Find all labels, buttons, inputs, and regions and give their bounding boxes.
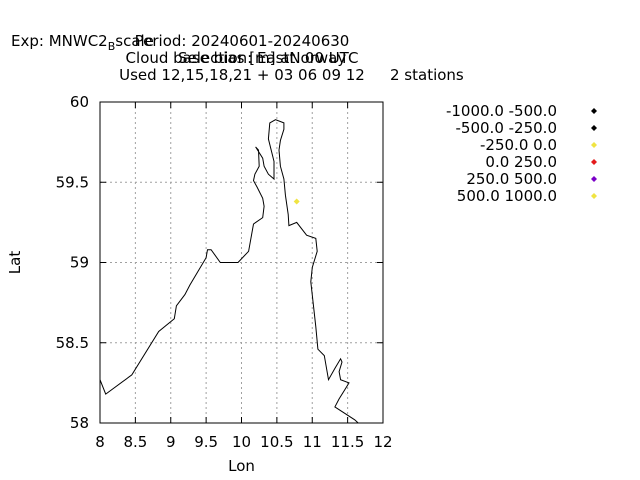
- legend-label: -1000.0 -500.0: [446, 102, 557, 120]
- data-points: [293, 198, 300, 205]
- legend-label: 500.0 1000.0: [457, 187, 557, 205]
- stations-label: 2 stations: [390, 66, 464, 84]
- grid-lines: [100, 102, 383, 423]
- period-label: Period: 20240601-20240630: [134, 32, 350, 50]
- legend-label: 250.0 500.0: [466, 170, 557, 188]
- x-tick-label: 12: [373, 433, 392, 451]
- exp-label: Exp: MNWC2Bscale: [11, 32, 154, 54]
- x-tick-label: 8: [95, 433, 105, 451]
- y-tick-label: 58.5: [56, 334, 89, 352]
- x-tick-label: 11.5: [331, 433, 364, 451]
- legend-marker: [591, 125, 597, 131]
- selection-label: Selection: EastNorway: [178, 49, 347, 67]
- legend-marker: [591, 176, 597, 182]
- y-tick-label: 59.5: [56, 173, 89, 191]
- legend-label: 0.0 250.0: [485, 153, 557, 171]
- title-line-1: Exp: MNWC2Bscale Selection: EastNorway 2…: [0, 16, 640, 101]
- legend-label: -250.0 0.0: [480, 136, 557, 154]
- coastline: [99, 119, 359, 424]
- y-tick-label: 58: [70, 414, 89, 432]
- axis-ticks: 8 8.5 9 9.5 10 10.5 11 11.5 12 58 58.5 59 59.5 60: [56, 93, 393, 451]
- x-tick-label: 8.5: [123, 433, 147, 451]
- x-tick-label: 9: [166, 433, 176, 451]
- legend-marker: [591, 108, 597, 114]
- x-tick-label: 9.5: [194, 433, 218, 451]
- legend: -1000.0 -500.0-500.0 -250.0-250.0 0.00.0…: [446, 102, 597, 205]
- y-tick-label: 59: [70, 254, 89, 272]
- used-label: Used 12,15,18,21 + 03 06 09 12: [119, 66, 365, 84]
- x-tick-label: 11: [303, 433, 322, 451]
- legend-marker: [591, 159, 597, 165]
- station-point: [293, 198, 300, 205]
- legend-label: -500.0 -250.0: [456, 119, 557, 137]
- x-tick-label: 10: [232, 433, 251, 451]
- y-tick-label: 60: [70, 93, 89, 111]
- y-axis-label: Lat: [6, 251, 24, 275]
- legend-marker: [591, 193, 597, 199]
- x-axis-label: Lon: [228, 457, 255, 475]
- x-tick-label: 10.5: [260, 433, 293, 451]
- legend-marker: [591, 142, 597, 148]
- quantity-label: Cloud base bias [m] at 00 UTC: [125, 49, 359, 67]
